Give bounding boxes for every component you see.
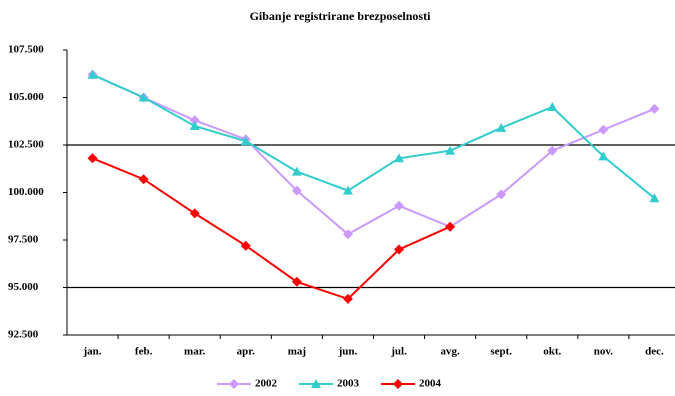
x-tick-label: mar. [184,346,206,358]
legend-item: 2002 [217,378,278,390]
data-point [445,145,456,155]
data-point [445,221,456,232]
x-tick-label: avg. [441,346,461,358]
y-tick-label: 102.500 [8,139,44,151]
data-point [291,276,302,287]
legend-item: 2004 [381,378,442,390]
y-tick-label: 100.000 [8,186,44,198]
legend-marker [311,379,321,388]
x-tick-label: jan. [83,346,102,358]
data-point [189,121,200,130]
data-point [189,208,200,219]
x-tick-label: sept. [490,346,512,358]
y-tick-label: 97.500 [8,234,39,246]
data-point [547,145,558,156]
legend-marker [229,379,239,389]
data-point [649,193,660,203]
data-point [394,244,405,255]
data-point [496,122,507,132]
y-tick-label: 92.500 [8,329,39,341]
series-line [92,157,451,301]
data-point [342,293,353,304]
legend-label: 2004 [419,378,442,390]
data-point [138,92,149,102]
y-tick-label: 107.500 [8,44,44,56]
data-point [87,153,98,164]
x-tick-label: jun. [338,346,358,358]
data-point [394,200,405,211]
x-tick-label: okt. [543,346,561,358]
x-tick-label: feb. [135,346,153,358]
data-point [342,229,353,240]
series-line [92,73,656,199]
data-point [598,151,609,161]
data-point [598,124,609,135]
chart-title: Gibanje registrirane brezposelnosti [250,9,432,23]
data-point [291,185,302,196]
x-tick-label: maj [288,346,306,358]
data-point [342,185,353,195]
data-point [240,136,251,146]
data-point [496,189,507,200]
y-tick-label: 105.000 [8,91,44,103]
legend-label: 2002 [255,378,278,390]
legend-label: 2003 [337,378,360,390]
y-tick-label: 95.000 [8,281,39,293]
data-point [87,69,98,79]
legend-item: 2003 [299,378,360,390]
x-tick-label: apr. [237,346,255,358]
data-point [189,115,200,126]
legend-marker [393,379,403,389]
data-point [291,166,302,176]
data-point [547,102,558,111]
x-tick-label: nov. [594,346,614,358]
data-point [240,240,251,251]
data-point [649,103,660,114]
data-point [138,174,149,185]
x-tick-label: jul. [390,346,407,358]
x-tick-label: dec. [645,346,664,358]
series-line [92,73,655,236]
data-point [394,153,405,163]
